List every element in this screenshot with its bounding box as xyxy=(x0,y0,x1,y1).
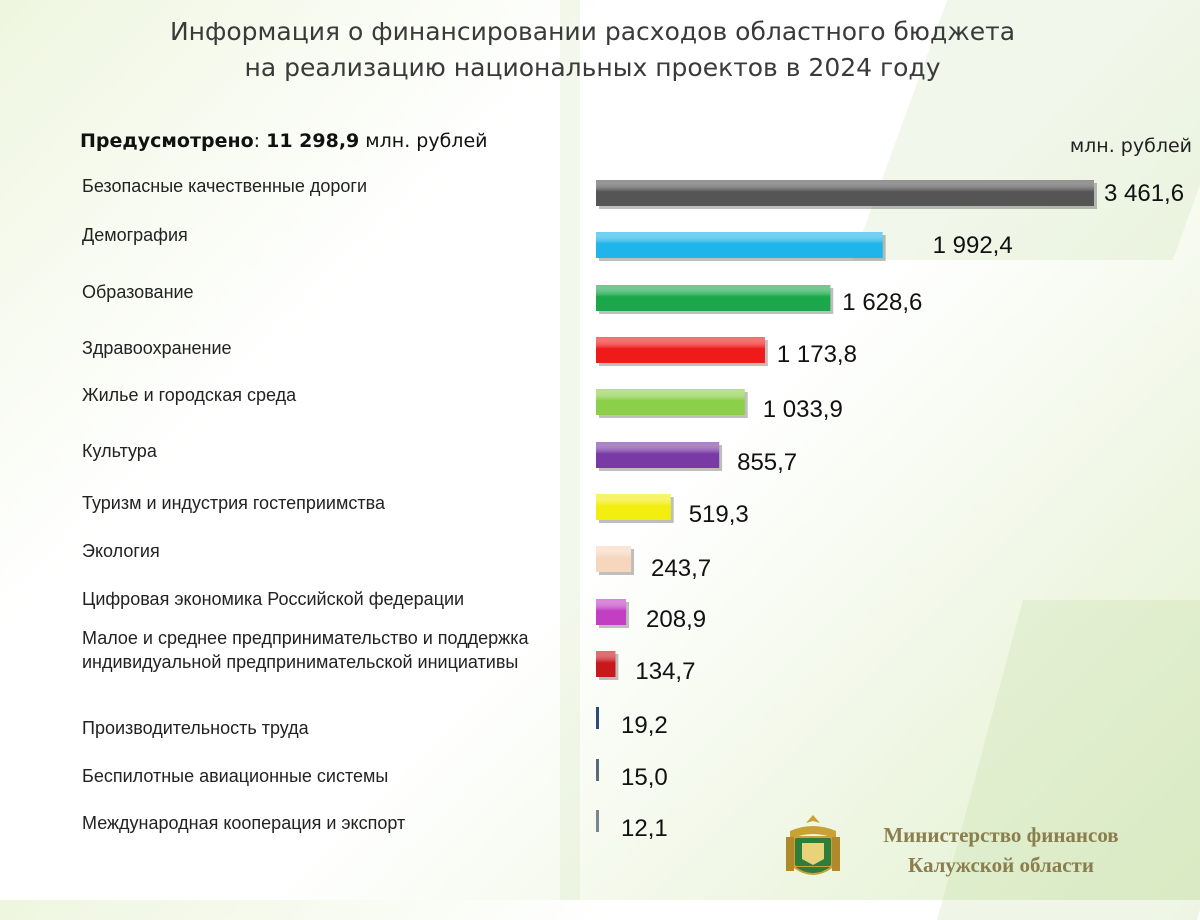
category-label: Культура xyxy=(82,441,157,461)
category-label: Беспилотные авиационные системы xyxy=(82,766,389,786)
chart-title: Информация о финансировании расходов обл… xyxy=(0,14,1185,86)
value-label: 3 461,6 xyxy=(1104,180,1184,207)
bar-gloss xyxy=(596,442,720,468)
category-label: Экология xyxy=(82,541,160,561)
total-budget-value: 11 298,9 xyxy=(266,130,360,152)
bar xyxy=(596,707,599,729)
bar-gloss xyxy=(596,651,616,677)
chart-title-line2: на реализацию национальных проектов в 20… xyxy=(244,53,941,82)
bar-chart: 3 461,6 1 992,4 1 628,6 1 173,8 1 033,9 855,7… xyxy=(596,180,1184,842)
value-label: 1 992,4 xyxy=(933,232,1013,259)
value-label: 19,2 xyxy=(621,712,668,739)
value-label: 1 033,9 xyxy=(763,396,843,423)
ministry-name-line2: Калужской области xyxy=(908,853,1094,877)
bar-gloss xyxy=(596,494,671,520)
bar-gloss xyxy=(596,599,627,625)
value-label: 855,7 xyxy=(737,449,797,476)
value-label: 134,7 xyxy=(635,658,695,685)
total-budget-label: Предусмотрено xyxy=(80,130,254,152)
total-budget-unit: млн. рублей xyxy=(359,130,488,152)
category-label: Малое и среднее предпринимательство и по… xyxy=(82,628,529,672)
value-label: 12,1 xyxy=(621,815,668,842)
chart-title-line1: Информация о финансировании расходов обл… xyxy=(169,17,1016,46)
total-budget-separator: : xyxy=(253,130,267,152)
value-label: 243,7 xyxy=(651,555,711,582)
bar xyxy=(596,759,599,781)
category-label: Цифровая экономика Российской федерации xyxy=(82,589,465,609)
category-label: Образование xyxy=(82,282,194,302)
category-label: Безопасные качественные дороги xyxy=(82,176,368,196)
unit-label: млн. рублей xyxy=(1069,135,1192,157)
bar-gloss xyxy=(596,546,632,572)
value-label: 519,3 xyxy=(689,501,749,528)
value-label: 1 173,8 xyxy=(777,341,857,368)
category-label: Международная кооперация и экспорт xyxy=(82,813,406,833)
bar-gloss xyxy=(596,232,883,258)
ministry-name: Министерство финансов Калужской области xyxy=(856,820,1146,880)
total-budget: Предусмотрено: 11 298,9 млн. рублей xyxy=(80,130,488,152)
bar-gloss xyxy=(596,389,745,415)
category-label: Производительность труда xyxy=(82,718,309,738)
bar xyxy=(596,810,599,832)
category-label: Здравоохранение xyxy=(82,338,232,358)
bar-gloss xyxy=(596,180,1094,206)
ministry-name-line1: Министерство финансов xyxy=(883,823,1119,847)
category-label: Демография xyxy=(82,225,188,245)
value-label: 208,9 xyxy=(646,606,706,633)
bar-gloss xyxy=(596,337,765,363)
bar-gloss xyxy=(596,285,831,311)
coat-of-arms-logo xyxy=(786,815,840,875)
category-label: Жилье и городская среда xyxy=(82,385,297,405)
value-label: 1 628,6 xyxy=(842,289,922,316)
category-label: Туризм и индустрия гостеприимства xyxy=(82,493,385,513)
value-label: 15,0 xyxy=(621,764,668,791)
